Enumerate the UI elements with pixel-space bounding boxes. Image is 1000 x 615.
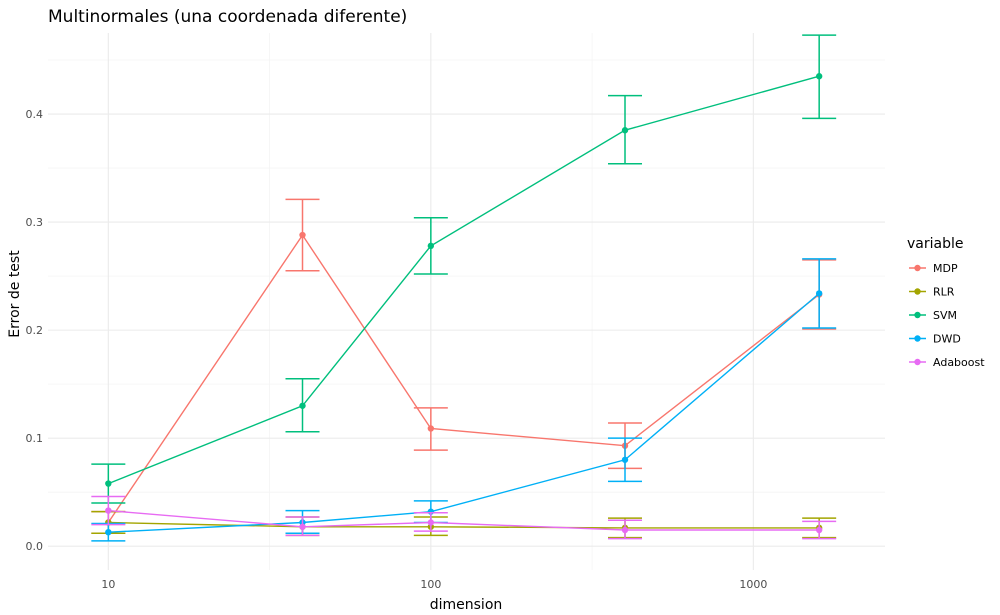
svm-point (105, 480, 112, 487)
y-axis-ticks: 0.0 0.1 0.2 0.3 0.4 (26, 108, 44, 553)
adaboost-point (299, 523, 306, 530)
legend: variable MDP RLR SVM DWD Adaboost (907, 236, 985, 369)
mdp-point (299, 231, 306, 239)
series-mdp (91, 198, 837, 535)
x-tick-label: 10 (101, 578, 115, 591)
y-axis-title: Error de test (7, 250, 23, 338)
svm-line (108, 75, 820, 485)
legend-item-adaboost: Adaboost (909, 356, 985, 369)
y-tick-label: 0.4 (26, 108, 44, 121)
chart-title: Multinormales (una coordenada diferente) (48, 7, 407, 27)
adaboost-point (105, 507, 112, 514)
legend-swatch-point (914, 335, 921, 342)
y-tick-label: 0.2 (26, 324, 44, 337)
mdp-point (427, 425, 435, 432)
series-rlr (91, 510, 837, 539)
svm-point (427, 242, 435, 250)
legend-title: variable (907, 236, 963, 252)
x-axis-ticks: 10 100 1000 (101, 578, 767, 591)
mdp-line (107, 233, 820, 523)
legend-label: Adaboost (933, 356, 985, 369)
svm-point (299, 402, 306, 409)
grid (48, 33, 885, 570)
series-adaboost (91, 495, 837, 540)
y-tick-label: 0.0 (26, 540, 44, 553)
svm-point (621, 127, 629, 134)
dwd-line (108, 292, 820, 533)
legend-label: DWD (933, 333, 961, 346)
series-svm (91, 34, 837, 504)
legend-label: SVM (933, 309, 957, 322)
y-tick-label: 0.1 (26, 432, 44, 445)
series-layer (91, 34, 837, 542)
x-axis-title: dimension (430, 597, 503, 613)
legend-swatch-point (914, 264, 921, 272)
dwd-point (621, 456, 629, 463)
dwd-point (815, 290, 823, 297)
adaboost-point (427, 519, 435, 526)
series-dwd (91, 258, 837, 542)
adaboost-point (621, 526, 629, 534)
dwd-point (105, 528, 112, 536)
legend-swatch-point (914, 288, 921, 295)
legend-label: MDP (933, 262, 958, 275)
adaboost-point (815, 526, 823, 534)
legend-item-svm: SVM (909, 309, 957, 322)
legend-item-dwd: DWD (909, 333, 961, 346)
x-tick-label: 100 (420, 578, 441, 591)
legend-swatch-point (914, 311, 921, 319)
x-tick-label: 1000 (739, 578, 767, 591)
svm-point (815, 73, 823, 80)
legend-item-mdp: MDP (909, 262, 958, 275)
y-tick-label: 0.3 (26, 216, 44, 229)
legend-swatch-point (914, 358, 921, 366)
legend-label: RLR (933, 286, 955, 299)
legend-item-rlr: RLR (909, 286, 955, 299)
